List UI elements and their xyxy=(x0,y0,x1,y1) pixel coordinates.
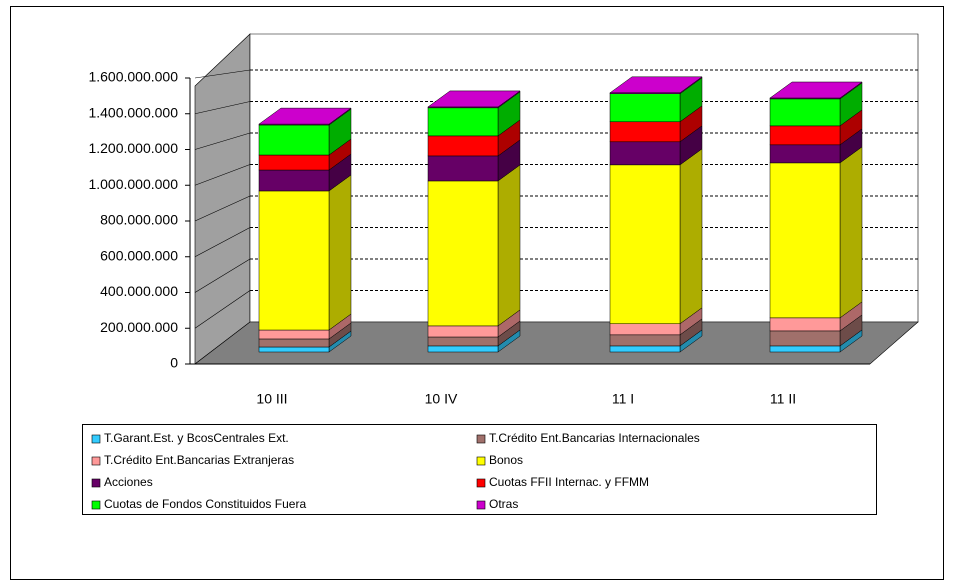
bar xyxy=(258,346,330,353)
bar xyxy=(769,317,841,332)
y-tick-label: 1.200.000.000 xyxy=(88,140,178,156)
bar-side xyxy=(497,164,521,327)
bar xyxy=(769,345,841,353)
bar xyxy=(769,144,841,164)
bar xyxy=(769,98,841,127)
bar-top xyxy=(258,107,352,125)
grid-line xyxy=(194,195,251,222)
bar xyxy=(609,121,681,143)
bar-top xyxy=(609,76,703,94)
grid-line xyxy=(194,164,251,186)
grid-line xyxy=(194,132,251,150)
legend-swatch xyxy=(476,500,486,510)
y-tick-label: 1.600.000.000 xyxy=(88,69,178,85)
bar xyxy=(427,325,499,338)
grid-line xyxy=(194,290,251,329)
y-tick-label: 1.000.000.000 xyxy=(88,176,178,192)
bar xyxy=(609,164,681,325)
legend-swatch xyxy=(91,456,101,466)
legend-label: T.Crédito Ent.Bancarias Extranjeras xyxy=(104,453,294,467)
grid-line xyxy=(194,227,251,258)
bar xyxy=(258,329,330,340)
bar xyxy=(769,162,841,319)
bar-top xyxy=(427,90,521,108)
bar xyxy=(427,107,499,137)
legend-swatch xyxy=(476,434,486,444)
x-tick-label: 11 I xyxy=(612,391,634,407)
legend-label: Bonos xyxy=(489,453,523,467)
bar xyxy=(427,336,499,347)
bar xyxy=(609,323,681,336)
legend-label: T.Crédito Ent.Bancarias Internacionales xyxy=(489,431,700,445)
x-tick-label: 11 II xyxy=(770,391,796,407)
grid-line xyxy=(194,258,251,293)
legend-swatch xyxy=(91,500,101,510)
bar xyxy=(609,334,681,347)
bar xyxy=(258,124,330,156)
bar xyxy=(258,190,330,331)
legend-swatch xyxy=(91,478,101,488)
y-tick-label: 400.000.000 xyxy=(100,283,178,299)
bar xyxy=(769,330,841,347)
y-tick-label: 0 xyxy=(170,355,178,371)
y-tick-label: 200.000.000 xyxy=(100,319,178,335)
legend-label: Acciones xyxy=(104,475,153,489)
legend-label: Otras xyxy=(489,497,518,511)
bar xyxy=(258,338,330,348)
bar-side xyxy=(328,174,352,331)
bar xyxy=(609,93,681,123)
bar xyxy=(427,180,499,327)
bar-top xyxy=(769,81,863,99)
bar-side xyxy=(679,148,703,325)
legend-label: T.Garant.Est. y BcosCentrales Ext. xyxy=(104,431,289,445)
bar xyxy=(769,125,841,146)
x-tick-label: 10 III xyxy=(256,391,287,407)
bar xyxy=(427,135,499,157)
bar xyxy=(609,345,681,353)
bar-side xyxy=(839,146,863,319)
y-tick-label: 800.000.000 xyxy=(100,212,178,228)
legend-swatch xyxy=(91,434,101,444)
grid-line xyxy=(194,69,251,79)
bar xyxy=(609,141,681,166)
legend-label: Cuotas de Fondos Constituidos Fuera xyxy=(104,497,306,511)
grid-line xyxy=(194,101,251,115)
bar xyxy=(427,345,499,353)
legend-label: Cuotas FFII Internac. y FFMM xyxy=(489,475,649,489)
y-tick-label: 1.400.000.000 xyxy=(88,104,178,120)
side-wall xyxy=(194,33,251,365)
bar xyxy=(258,154,330,171)
x-tick-label: 10 IV xyxy=(425,391,458,407)
bar xyxy=(258,169,330,192)
legend-swatch xyxy=(476,478,486,488)
y-tick-label: 600.000.000 xyxy=(100,247,178,263)
bar xyxy=(427,155,499,182)
legend-swatch xyxy=(476,456,486,466)
